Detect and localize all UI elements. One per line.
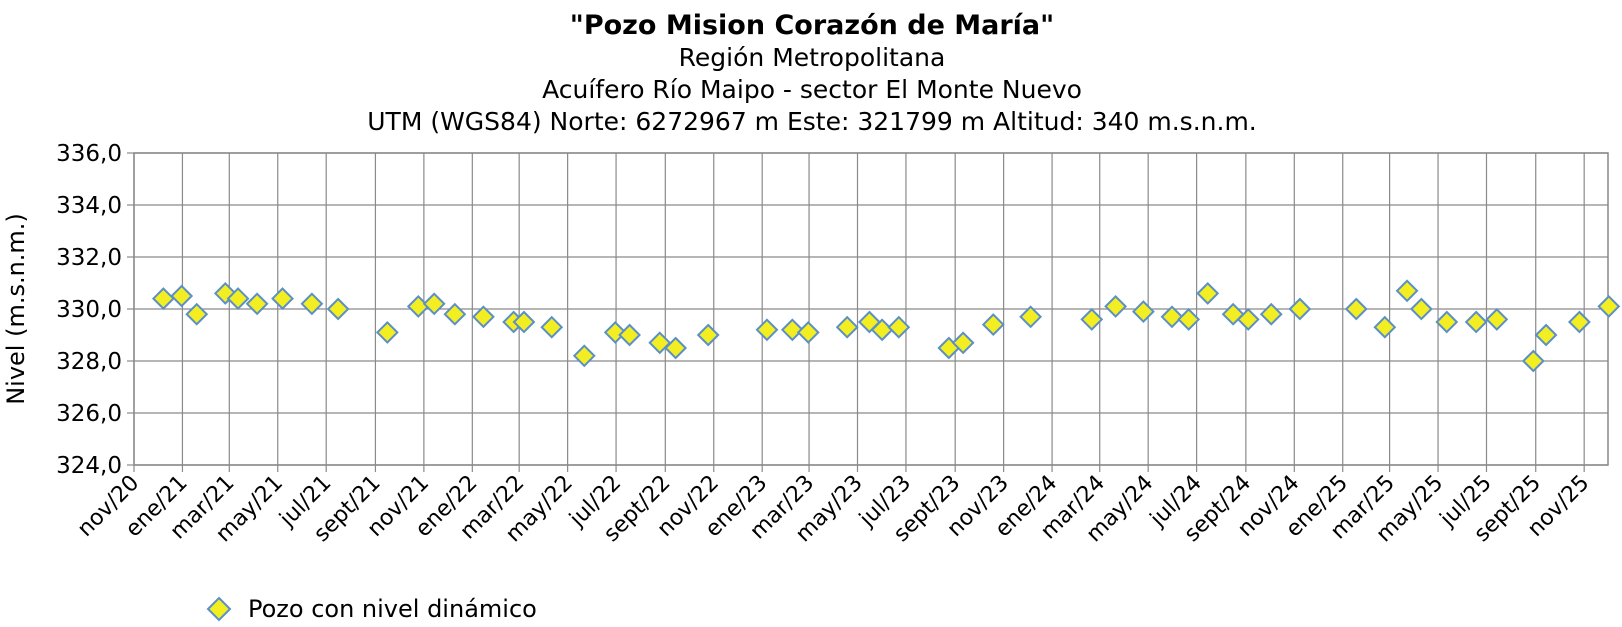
y-tick-label: 328,0 xyxy=(56,349,122,375)
chart-subtitle-region: Región Metropolitana xyxy=(679,43,946,72)
data-point xyxy=(170,284,194,308)
y-axis-label: Nivel (m.s.n.m.) xyxy=(2,213,30,405)
legend-label: Pozo con nivel dinámico xyxy=(248,595,537,623)
data-point xyxy=(572,344,596,368)
data-point xyxy=(1567,310,1591,334)
data-point xyxy=(951,331,975,355)
data-point xyxy=(375,320,399,344)
data-point xyxy=(664,336,688,360)
data-point xyxy=(213,281,237,305)
data-point xyxy=(1409,297,1433,321)
data-point xyxy=(1485,307,1509,331)
data-point xyxy=(835,315,859,339)
data-point xyxy=(1464,310,1488,334)
data-point xyxy=(887,315,911,339)
data-point xyxy=(1221,302,1245,326)
legend-marker-diamond xyxy=(206,596,232,622)
data-point xyxy=(326,297,350,321)
chart-subtitle-aquifer: Acuífero Río Maipo - sector El Monte Nue… xyxy=(542,75,1082,104)
legend: Pozo con nivel dinámico xyxy=(206,595,537,623)
data-point xyxy=(1597,294,1621,318)
data-point xyxy=(696,323,720,347)
data-point xyxy=(151,287,175,311)
data-point xyxy=(1534,323,1558,347)
chart-title: "Pozo Mision Corazón de María" xyxy=(570,10,1054,41)
y-tick-label: 334,0 xyxy=(56,193,122,219)
data-points xyxy=(151,279,1621,373)
data-point xyxy=(1019,305,1043,329)
data-point xyxy=(857,310,881,334)
data-point xyxy=(1395,279,1419,303)
data-point xyxy=(1373,315,1397,339)
data-point xyxy=(300,292,324,316)
y-tick-label: 324,0 xyxy=(56,453,122,479)
data-point xyxy=(603,320,627,344)
data-point xyxy=(422,292,446,316)
y-tick-label: 330,0 xyxy=(56,297,122,323)
data-point xyxy=(1236,307,1260,331)
data-point xyxy=(185,302,209,326)
data-point xyxy=(443,302,467,326)
data-point xyxy=(1080,307,1104,331)
data-point xyxy=(780,318,804,342)
data-point xyxy=(1160,305,1184,329)
data-point xyxy=(1196,281,1220,305)
data-point xyxy=(245,292,269,316)
data-point xyxy=(271,287,294,311)
data-point xyxy=(472,305,495,329)
data-point xyxy=(1131,300,1155,324)
data-point xyxy=(406,294,430,318)
data-point xyxy=(1521,349,1545,373)
data-point xyxy=(540,315,564,339)
data-point xyxy=(1177,307,1201,331)
data-point xyxy=(1435,310,1459,334)
data-point xyxy=(1344,297,1368,321)
data-point xyxy=(648,331,672,355)
y-tick-label: 336,0 xyxy=(56,141,122,167)
y-tick-label: 326,0 xyxy=(56,401,122,427)
y-tick-label: 332,0 xyxy=(56,245,122,271)
data-point xyxy=(981,313,1005,337)
y-tick-labels: 324,0 326,0 328,0 330,0 332,0 334,0 336,0 xyxy=(56,141,122,479)
x-tick-labels: nov/20ene/21mar/21may/21jul/21sept/21nov… xyxy=(73,471,1594,548)
data-point xyxy=(1288,297,1312,321)
data-point xyxy=(226,287,250,311)
data-point xyxy=(512,310,536,334)
data-point xyxy=(1104,294,1128,318)
data-point xyxy=(1259,302,1283,326)
chart-subtitle-coordinates: UTM (WGS84) Norte: 6272967 m Este: 32179… xyxy=(367,107,1257,136)
data-point xyxy=(618,323,641,347)
data-point xyxy=(796,320,820,344)
data-point xyxy=(755,318,779,342)
